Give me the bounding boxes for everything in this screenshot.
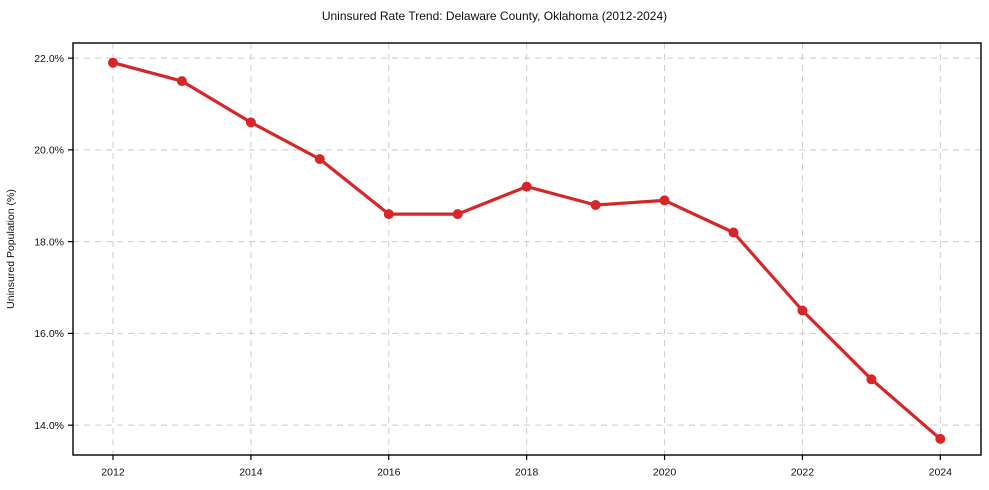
data-point bbox=[314, 154, 325, 165]
data-point bbox=[935, 433, 946, 444]
data-point bbox=[521, 181, 532, 192]
y-tick-label: 18.0% bbox=[34, 236, 64, 248]
plot-border bbox=[72, 42, 982, 456]
y-tick-label: 14.0% bbox=[34, 420, 64, 432]
data-point bbox=[452, 209, 463, 220]
x-tick-label: 2012 bbox=[101, 467, 125, 479]
y-tick-label: 20.0% bbox=[34, 145, 64, 157]
grid-layer bbox=[73, 43, 981, 455]
data-point bbox=[866, 374, 877, 385]
data-point bbox=[659, 195, 670, 206]
x-tick-label: 2014 bbox=[239, 467, 263, 479]
data-point bbox=[108, 57, 118, 68]
data-point bbox=[245, 117, 256, 128]
data-point bbox=[176, 76, 187, 87]
data-point bbox=[383, 209, 394, 220]
trend-line bbox=[111, 61, 942, 441]
data-point bbox=[728, 227, 739, 238]
series-layer bbox=[108, 57, 946, 444]
x-tick-label: 2018 bbox=[515, 467, 539, 479]
data-point bbox=[797, 305, 808, 316]
x-tick-label: 2022 bbox=[791, 467, 815, 479]
data-point bbox=[590, 200, 601, 210]
x-tick-label: 2020 bbox=[653, 467, 677, 479]
x-tick-label: 2016 bbox=[377, 467, 401, 479]
chart-title: Uninsured Rate Trend: Delaware County, O… bbox=[321, 9, 668, 23]
y-axis-label: Uninsured Population (%) bbox=[5, 189, 17, 309]
axis-layer: 2012 2014 2016 2018 2020 2022 2024 14.0% 16.0% 18… bbox=[34, 53, 952, 479]
x-tick-label: 2024 bbox=[929, 467, 953, 479]
y-tick-label: 22.0% bbox=[34, 53, 64, 65]
y-tick-label: 16.0% bbox=[34, 328, 64, 340]
